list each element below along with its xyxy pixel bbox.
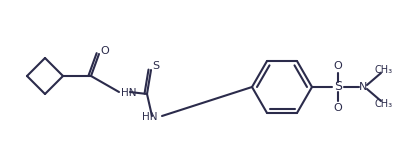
Text: O: O	[101, 46, 109, 56]
Text: N: N	[359, 82, 367, 92]
Text: CH₃: CH₃	[375, 65, 393, 75]
Text: HN: HN	[142, 112, 158, 122]
Text: O: O	[334, 61, 343, 71]
Text: S: S	[152, 61, 160, 71]
Text: S: S	[334, 80, 342, 93]
Text: HN: HN	[121, 88, 137, 98]
Text: O: O	[334, 103, 343, 113]
Text: CH₃: CH₃	[375, 99, 393, 109]
